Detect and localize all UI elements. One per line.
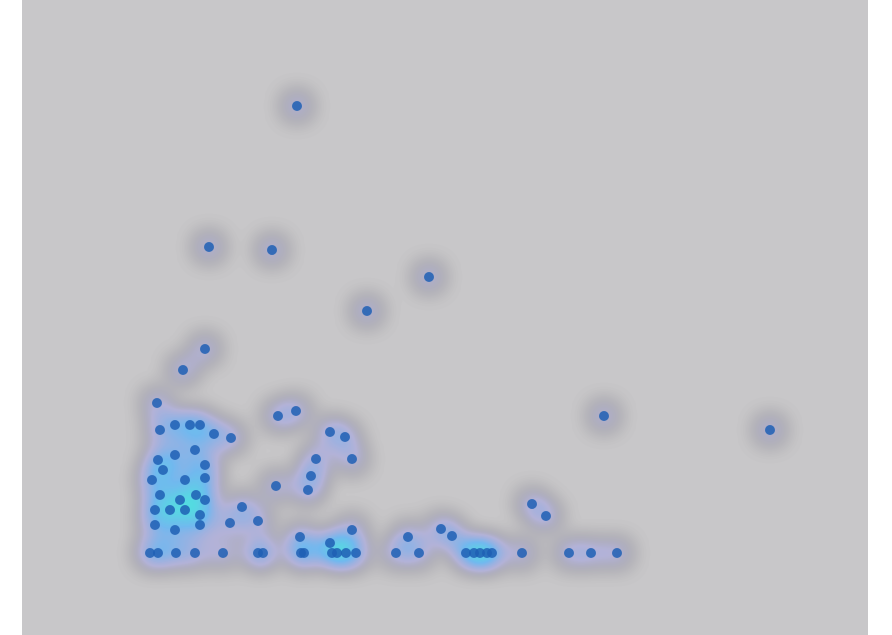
point [152,398,162,408]
point [253,516,263,526]
point [200,495,210,505]
point [209,429,219,439]
point [150,520,160,530]
point [403,532,413,542]
point [175,495,185,505]
point [461,548,471,558]
point [325,427,335,437]
point [299,548,309,558]
point [170,420,180,430]
point [586,548,596,558]
point-layer [145,101,775,558]
point [165,505,175,515]
point [204,242,214,252]
point [200,344,210,354]
point [475,548,485,558]
point [185,420,195,430]
point [325,538,335,548]
point [158,465,168,475]
point [295,532,305,542]
point [273,411,283,421]
point [271,481,281,491]
point [225,518,235,528]
point [414,548,424,558]
point [170,450,180,460]
point [347,454,357,464]
point [190,548,200,558]
point [147,475,157,485]
point [171,548,181,558]
point [332,548,342,558]
point [303,485,313,495]
point [195,510,205,520]
point [155,490,165,500]
point [150,505,160,515]
point [340,432,350,442]
point [541,511,551,521]
point [517,548,527,558]
point [195,520,205,530]
point [195,420,205,430]
point [436,524,446,534]
point [599,411,609,421]
point [153,548,163,558]
point [155,425,165,435]
point [226,433,236,443]
point [180,475,190,485]
point [291,406,301,416]
point [424,272,434,282]
point [341,548,351,558]
point [200,460,210,470]
point [153,455,163,465]
point [306,471,316,481]
point [178,365,188,375]
point [190,445,200,455]
point [765,425,775,435]
point [447,531,457,541]
point [218,548,228,558]
point [391,548,401,558]
point [180,505,190,515]
point [351,548,361,558]
point [267,245,277,255]
point [564,548,574,558]
point [362,306,372,316]
point [311,454,321,464]
point [347,525,357,535]
point [237,502,247,512]
point [145,548,155,558]
point [527,499,537,509]
point [258,548,268,558]
point [292,101,302,111]
point [487,548,497,558]
point [612,548,622,558]
point [200,473,210,483]
point [191,490,201,500]
point [170,525,180,535]
